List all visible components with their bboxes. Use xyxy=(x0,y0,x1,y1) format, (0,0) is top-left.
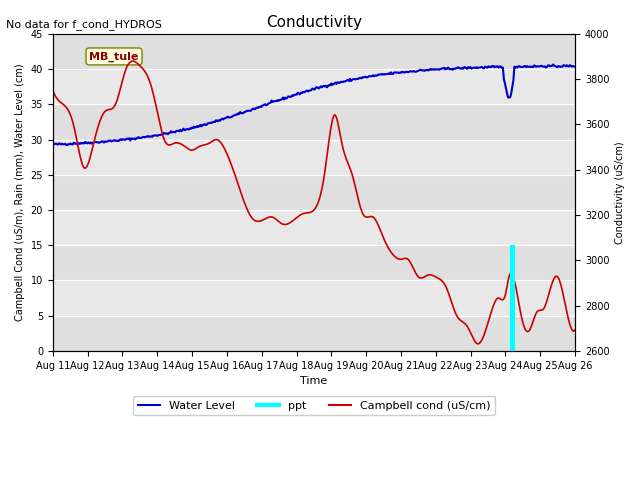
X-axis label: Time: Time xyxy=(300,376,328,386)
Bar xyxy=(510,245,515,351)
Bar xyxy=(52,34,575,69)
Bar xyxy=(52,104,575,140)
Title: Conductivity: Conductivity xyxy=(266,15,362,30)
Legend: Water Level, ppt, Campbell cond (uS/cm): Water Level, ppt, Campbell cond (uS/cm) xyxy=(133,396,495,415)
Text: MB_tule: MB_tule xyxy=(90,51,139,61)
Y-axis label: Conductivity (uS/cm): Conductivity (uS/cm) xyxy=(615,141,625,244)
Bar xyxy=(52,316,575,351)
Bar xyxy=(52,245,575,280)
Bar xyxy=(52,175,575,210)
Text: No data for f_cond_HYDROS: No data for f_cond_HYDROS xyxy=(6,19,163,30)
Y-axis label: Campbell Cond (uS/m), Rain (mm), Water Level (cm): Campbell Cond (uS/m), Rain (mm), Water L… xyxy=(15,63,25,321)
